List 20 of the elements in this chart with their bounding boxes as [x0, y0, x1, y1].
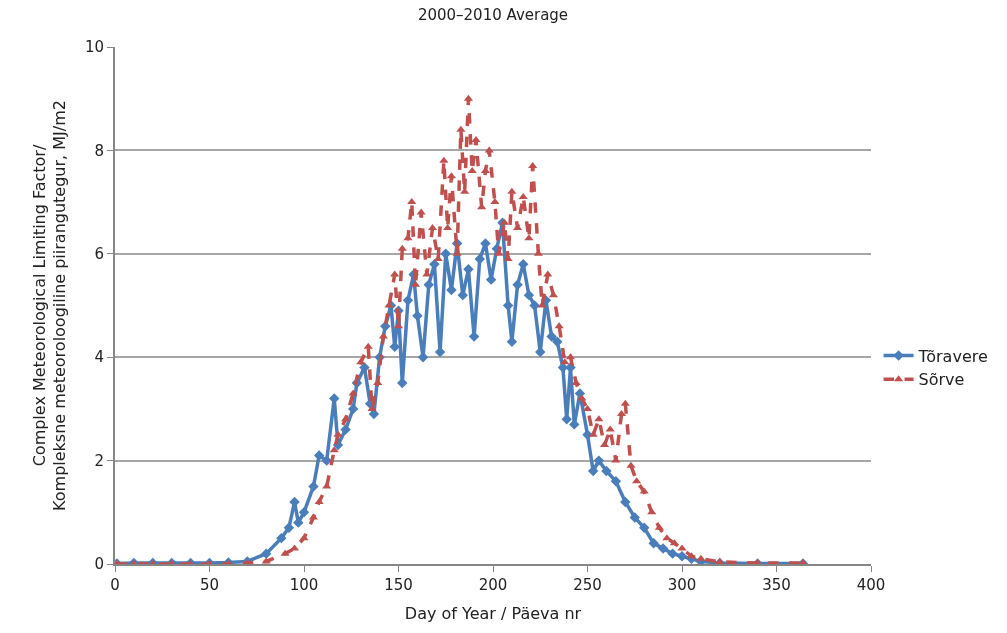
legend-label: Sõrve [918, 370, 965, 390]
x-tick-label: 50 [199, 576, 220, 594]
x-tick-label: 0 [110, 576, 120, 594]
x-axis-title: Day of Year / Päeva nr [404, 604, 582, 624]
x-tick-label: 150 [384, 576, 413, 594]
y-tick-label: 10 [84, 38, 104, 57]
y-tick-label: 8 [94, 141, 104, 160]
chart-title: 2000–2010 Average [417, 5, 569, 24]
y-tick-label: 2 [94, 451, 104, 470]
x-tick-label: 350 [762, 576, 791, 594]
x-tick-label: 100 [289, 576, 319, 594]
x-tick-label: 300 [667, 576, 697, 594]
y-axis-title: Complex Meteorological Limiting Factor/ Kompleksne meteoroloogiline piirangutegur, MJ/m2 [29, 100, 70, 511]
y-tick-label: 4 [94, 348, 104, 367]
y-tick-label: 6 [94, 245, 104, 264]
x-tick-label: 200 [478, 576, 508, 594]
y-tick-label: 0 [94, 555, 104, 574]
legend-label: Tõravere [917, 346, 988, 366]
x-tick-label: 400 [856, 576, 886, 594]
x-tick-label: 250 [573, 576, 602, 594]
